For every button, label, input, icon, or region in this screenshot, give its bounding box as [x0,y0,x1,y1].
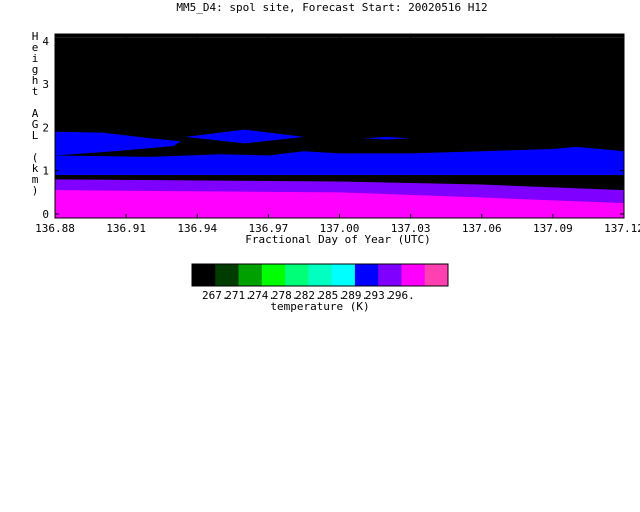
contour-fill [55,34,624,218]
x-tick-label: 136.97 [249,222,289,235]
contour-blue-sliver [363,136,411,140]
colorbar-swatch [378,264,402,286]
x-tick-label: 136.88 [35,222,75,235]
plot-area [54,33,625,219]
colorbar-swatch [215,264,240,286]
colorbar-tick-label: 278. [272,289,299,302]
colorbar-tick-label: 274. [249,289,276,302]
y-label-char: i [32,52,39,65]
colorbar-tick-label: 285. [318,289,345,302]
colorbar-swatch [261,264,286,286]
colorbar-swatch [308,264,333,286]
y-label-char: L [32,129,39,142]
y-axis-ticks: 0 1 2 3 4 [42,35,624,221]
colorbar-tick-label: 282. [295,289,322,302]
x-axis-ticks: 136.88 136.91 136.94 136.97 137.00 137.03 137.… [35,34,640,235]
y-tick-label: 1 [42,165,49,178]
y-label-char: G [32,118,39,131]
colorbar-tick-label: 293. [365,289,392,302]
y-label-char: e [32,41,39,54]
contour-band-blue [55,146,624,176]
y-tick-label: 3 [42,78,49,91]
y-label-char: ( [32,151,39,164]
colorbar-swatch [354,264,379,286]
x-tick-label: 137.09 [533,222,573,235]
colorbar-swatch [331,264,356,286]
contour-blue-wedge [55,131,181,156]
y-label-char: k [32,162,39,175]
colorbar: 267.271.274.278.282.285.289.293.296. [191,263,449,302]
x-tick-label: 137.00 [320,222,360,235]
colorbar-tick-label: 267. [202,289,229,302]
colorbar-swatch [424,264,449,286]
colorbar-swatch [192,264,216,286]
colorbar-tick-label: 271. [225,289,252,302]
y-label-char: m [32,173,39,186]
x-tick-label: 136.91 [106,222,146,235]
x-tick-label: 137.03 [391,222,431,235]
colorbar-swatch [285,264,309,286]
contour-band-magenta [55,190,624,218]
y-tick-label: 4 [42,35,49,48]
colorbar-frame [191,263,449,287]
y-tick-label: 2 [42,121,49,134]
y-label-char: A [32,107,39,120]
y-label-char: g [32,63,39,76]
colorbar-swatch [238,264,263,286]
colorbar-tick-label: 289. [342,289,369,302]
x-tick-label: 136.94 [177,222,217,235]
y-tick-label: 0 [42,208,49,221]
colorbar-tick-label: 296. [388,289,415,302]
chart-title: MM5_D4: spol site, Forecast Start: 20020… [176,1,487,14]
y-label-char: ) [32,184,39,197]
contour-blue-lens [185,129,304,144]
y-label-char: H [32,30,39,43]
colorbar-label: temperature (K) [270,300,369,313]
y-label-char: t [32,85,39,98]
x-tick-label: 137.06 [462,222,502,235]
x-axis-label: Fractional Day of Year (UTC) [245,233,430,246]
y-label-char: h [32,74,39,87]
x-tick-label: 137.12 [604,222,640,235]
colorbar-swatch [401,264,426,286]
